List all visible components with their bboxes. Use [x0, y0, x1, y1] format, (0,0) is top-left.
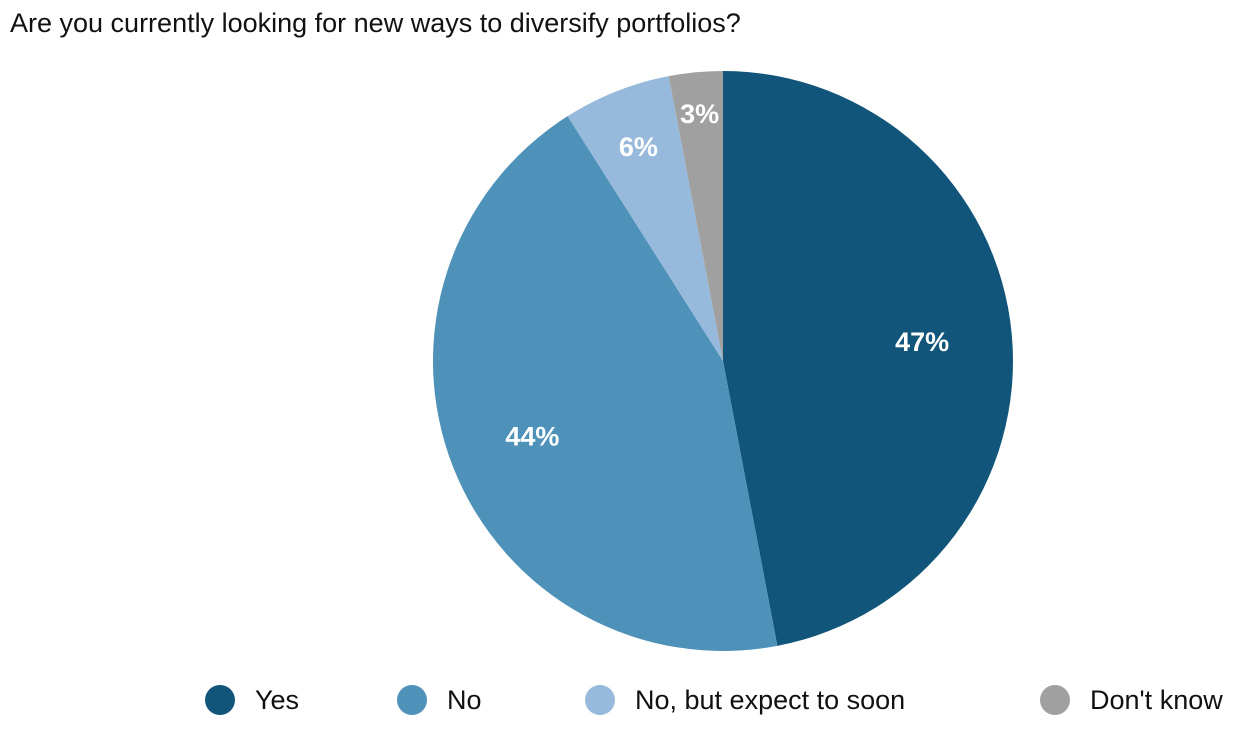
legend-label-no: No — [447, 684, 482, 715]
legend-item-no: No — [397, 676, 482, 724]
legend-swatch-no-but-expect-to-soon — [585, 685, 615, 715]
slice-label-no: 44% — [505, 421, 559, 451]
legend-item-yes: Yes — [205, 676, 299, 724]
pie-slice-no — [433, 116, 778, 652]
pie-slice-yes — [723, 71, 1013, 646]
legend-swatch-yes — [205, 685, 235, 715]
legend-label-no-but-expect-to-soon: No, but expect to soon — [635, 684, 906, 715]
chart-title: Are you currently looking for new ways t… — [10, 8, 741, 38]
chart-legend: Yes No No, but expect to soon Don't know — [0, 676, 1250, 724]
legend-item-no-but-expect-to-soon: No, but expect to soon — [585, 676, 905, 724]
slice-label-yes: 47% — [895, 327, 949, 357]
pie-slice-no-but-expect-to-soon — [567, 76, 723, 362]
legend-label-dont-know: Don't know — [1090, 684, 1223, 715]
legend-swatch-dont-know — [1040, 685, 1070, 715]
pie-slice-don-t-know — [668, 71, 723, 361]
slice-label-don-t-know: 3% — [680, 99, 719, 129]
legend-label-yes: Yes — [255, 684, 300, 715]
legend-swatch-no — [397, 685, 427, 715]
slice-label-no-but-expect-to-soon: 6% — [619, 132, 658, 162]
legend-item-dont-know: Don't know — [1040, 676, 1223, 724]
